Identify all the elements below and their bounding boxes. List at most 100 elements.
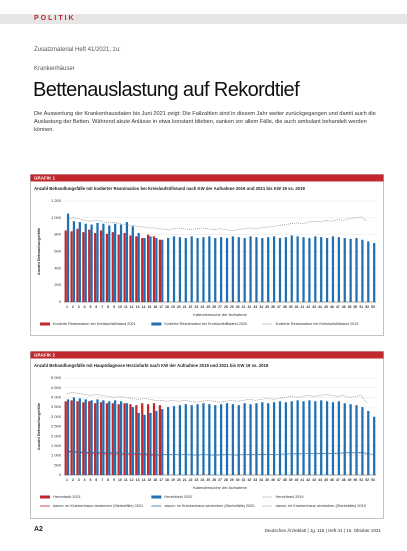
bar [111, 403, 114, 475]
x-tick-label: 36 [271, 478, 275, 482]
x-tick-label: 20 [177, 305, 181, 309]
y-tick-label: 600 [54, 249, 61, 254]
x-tick-label: 21 [183, 305, 187, 309]
x-tick-label: 16 [153, 305, 157, 309]
x-tick-label: 33 [253, 478, 257, 482]
x-tick-label: 29 [230, 305, 234, 309]
bar [114, 400, 117, 475]
line [66, 450, 374, 456]
bar [155, 238, 158, 302]
bar [367, 241, 370, 302]
x-tick-label: 42 [306, 478, 310, 482]
bar [290, 235, 293, 302]
bar [184, 238, 187, 302]
x-tick-label: 3 [78, 478, 80, 482]
x-tick-label: 43 [312, 478, 316, 482]
x-tick-label: 8 [107, 305, 109, 309]
y-tick-label: 4 500 [51, 385, 62, 390]
bar [129, 235, 132, 302]
x-tick-label: 29 [230, 478, 234, 482]
bar [135, 405, 138, 475]
bar [88, 229, 91, 302]
x-tick-label: 18 [165, 478, 169, 482]
bar [361, 407, 364, 475]
bar [102, 223, 105, 302]
legend-label: Herzinfarkt 2019 [276, 495, 304, 499]
x-tick-label: 5 [90, 305, 92, 309]
bar [220, 237, 223, 302]
bar [337, 401, 340, 475]
bar [108, 401, 111, 475]
bar [261, 402, 264, 475]
bar [243, 403, 246, 475]
y-tick-label: 0 [59, 472, 62, 477]
bar [147, 234, 150, 302]
x-tick-label: 38 [283, 305, 287, 309]
bar [261, 238, 264, 302]
x-tick-label: 14 [142, 478, 146, 482]
x-tick-label: 32 [248, 478, 252, 482]
x-tick-label: 22 [189, 478, 193, 482]
bar [143, 238, 146, 302]
bar [355, 405, 358, 475]
x-tick-label: 35 [265, 305, 269, 309]
bar [82, 402, 85, 475]
bar [225, 403, 229, 475]
bar [272, 236, 276, 302]
x-tick-label: 47 [336, 478, 340, 482]
bar [214, 238, 217, 302]
x-tick-label: 9 [113, 305, 115, 309]
x-tick-label: 4 [84, 478, 86, 482]
x-tick-label: 8 [107, 478, 109, 482]
bar [308, 238, 311, 302]
y-tick-label: 3 000 [51, 414, 62, 419]
x-tick-label: 39 [289, 478, 293, 482]
x-tick-label: 50 [354, 305, 358, 309]
bar [131, 226, 134, 302]
x-tick-label: 7 [101, 478, 103, 482]
bar [76, 228, 79, 302]
x-tick-label: 22 [189, 305, 193, 309]
bar [373, 416, 376, 475]
bar [296, 400, 299, 475]
x-tick-label: 40 [295, 305, 299, 309]
bar [66, 399, 70, 475]
y-tick-label: 5 000 [51, 375, 62, 380]
bar [255, 403, 258, 475]
bar [161, 409, 164, 475]
bar [267, 237, 270, 302]
bar [202, 403, 205, 475]
bar [302, 237, 305, 302]
chart-title: Anzahl Behandlungsfälle mit Hauptdiagnos… [34, 363, 269, 368]
x-tick-label: 45 [324, 478, 328, 482]
y-tick-label: 400 [54, 265, 61, 270]
bar [158, 405, 162, 475]
bar [78, 222, 81, 302]
bar [94, 403, 97, 475]
x-tick-label: 13 [136, 478, 140, 482]
legend-label: davon: im Krankenhaus verstorben (Sterbe… [276, 504, 366, 508]
bar [172, 406, 176, 475]
bar [96, 399, 99, 475]
journal: Deutsches Ärzteblatt | Jg. 118 | Heft 41… [264, 528, 381, 533]
bar [237, 237, 240, 302]
bar [167, 407, 170, 475]
legend-swatch [151, 495, 162, 499]
legend-label: Kodierte Reanimation bei Kreislaufstills… [276, 322, 359, 326]
bar [125, 222, 129, 302]
x-tick-label: 3 [78, 305, 80, 309]
x-tick-label: 6 [95, 305, 97, 309]
x-tick-label: 17 [159, 305, 163, 309]
x-tick-label: 19 [171, 478, 175, 482]
x-tick-label: 11 [124, 478, 128, 482]
x-tick-label: 51 [359, 478, 363, 482]
bar [190, 405, 193, 475]
y-tick-label: 1 500 [51, 443, 62, 448]
bar [123, 232, 126, 302]
bar [70, 231, 73, 302]
x-tick-label: 50 [354, 478, 358, 482]
bar [129, 404, 132, 475]
x-tick-label: 2 [72, 478, 74, 482]
bar [108, 225, 111, 302]
bar [214, 405, 217, 475]
